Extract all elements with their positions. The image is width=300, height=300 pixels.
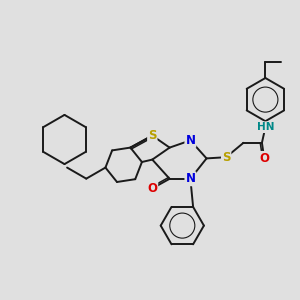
Text: HN: HN (256, 122, 274, 132)
Text: O: O (259, 152, 269, 165)
Text: S: S (222, 151, 230, 164)
Text: S: S (148, 129, 157, 142)
Text: N: N (185, 134, 195, 147)
Text: N: N (185, 172, 195, 185)
Text: O: O (147, 182, 157, 195)
